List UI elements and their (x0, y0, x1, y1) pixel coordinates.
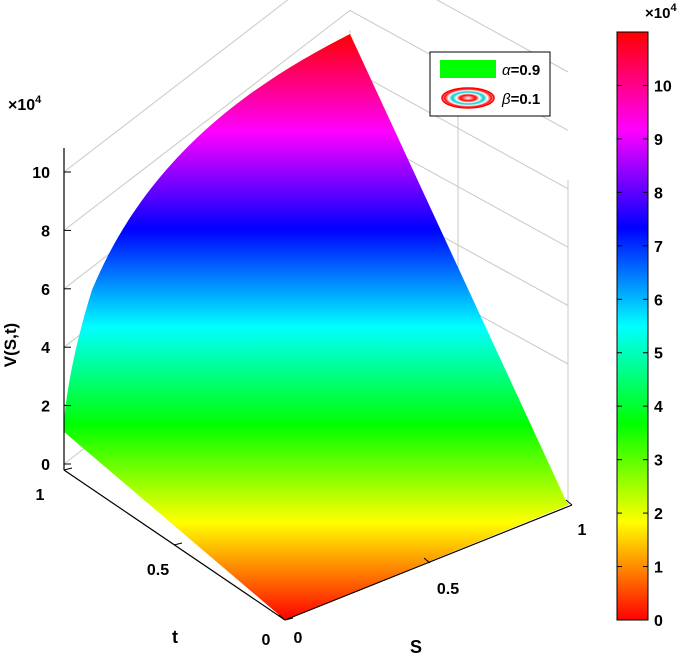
t-tick-label: 0 (262, 632, 271, 649)
z-tick-label: 8 (41, 223, 50, 240)
colorbar-tick-label: 0 (654, 613, 663, 630)
colorbar-tick-label: 3 (654, 453, 663, 470)
colorbar-tick-label: 5 (654, 346, 663, 363)
t-tick-mark (284, 617, 294, 621)
grid-line-left-wall (63, 10, 351, 231)
colorbar-tick-label: 10 (654, 78, 672, 95)
t-axis-label: t (172, 627, 178, 647)
colorbar-exponent-label: ×104 (645, 2, 677, 22)
s-tick-mark (278, 614, 286, 621)
grid-line-left-wall (63, 0, 289, 173)
surface-plot (64, 34, 568, 620)
t-tick-label: 1 (36, 487, 45, 504)
z-axis-label: V(S,t) (1, 323, 20, 367)
t-tick-group: 00.51 (36, 467, 294, 649)
colorbar-tick-label: 1 (654, 560, 663, 577)
colorbar-tick-label: 9 (654, 132, 663, 149)
s-tick-mark (565, 499, 573, 506)
colorbar-body (616, 31, 649, 621)
colorbar-tick-label: 4 (654, 399, 663, 416)
s-axis-label: S (410, 637, 422, 657)
colorbar-tick-label: 2 (654, 506, 663, 523)
t-tick-label: 0.5 (147, 562, 169, 579)
z-tick-label: 10 (32, 165, 50, 182)
s-axis-line (284, 504, 573, 621)
colorbar: 0 1 2 3 4 5 6 7 8 9 10 ×104 (616, 2, 677, 630)
colorbar-tick-label: 7 (654, 239, 663, 256)
s-tick-label: 1 (578, 522, 587, 539)
legend-swatch-alpha (440, 60, 496, 78)
z-tick-label: 0 (41, 457, 50, 474)
legend-swatch-beta (441, 87, 495, 109)
legend-label-alpha: α=0.9 (502, 62, 540, 79)
z-tick-label: 6 (41, 282, 50, 299)
legend: α=0.9 β=0.1 (429, 51, 551, 117)
z-tick-label: 4 (41, 340, 50, 357)
s-tick-label: 0.5 (437, 581, 459, 598)
colorbar-tick-label: 6 (654, 292, 663, 309)
colorbar-ticks: 0 1 2 3 4 5 6 7 8 9 10 (617, 78, 672, 630)
z-exponent-label: ×104 (8, 94, 42, 114)
legend-label-beta: β=0.1 (501, 91, 540, 108)
t-tick-mark (63, 467, 73, 471)
s-tick-mark (423, 557, 431, 564)
z-tick-group: 0 2 4 6 8 10 (32, 165, 71, 474)
s-tick-label: 0 (294, 630, 303, 647)
grid-line-right-wall (349, 68, 569, 190)
colorbar-tick-label: 8 (654, 185, 663, 202)
t-tick-mark (173, 542, 183, 546)
s-tick-group: 00.51 (278, 499, 587, 647)
z-tick-label: 2 (41, 399, 50, 416)
